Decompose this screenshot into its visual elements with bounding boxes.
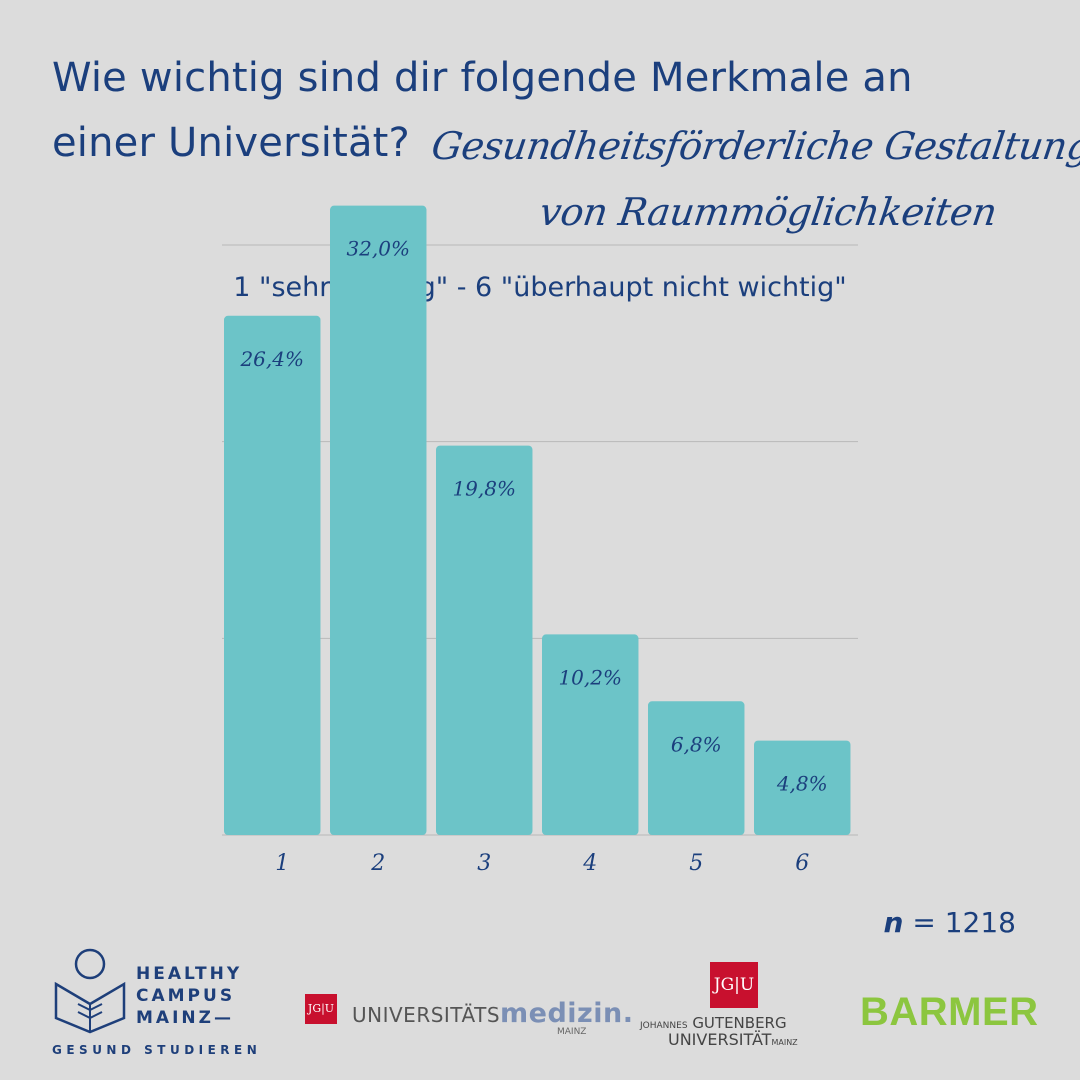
hcm-line-3: MAINZ— [136,1008,234,1028]
bar-1 [224,315,321,835]
chart-grid [222,244,858,836]
value-label-6: 4,8% [776,772,828,796]
jgu-name-1: JOHANNES GUTENBERG [640,1014,787,1032]
bar-6 [754,740,851,835]
value-label-4: 10,2% [558,665,622,689]
x-tick-2: 2 [370,851,385,876]
bar-3 [436,445,533,835]
hcm-line-2: CAMPUS [136,986,236,1006]
value-label-5: 6,8% [671,732,722,756]
barmer-logo: BARMER [860,990,1039,1034]
x-tick-4: 4 [582,851,597,876]
sample-size-value: = 1218 [912,906,1016,939]
um-sub: MAINZ [557,1027,587,1037]
bar-chart: 26,4% 32,0% 19,8% 10,2% 6,8% 4,8% 1 2 3 4 5 6 [222,205,858,876]
value-label-3: 19,8% [452,477,516,501]
value-label-1: 26,4% [239,347,304,371]
bar-2 [330,205,427,835]
x-tick-3: 3 [477,851,491,876]
x-tick-1: 1 [275,851,289,876]
jgu-logo: JG|U [710,962,758,1008]
title-line-1: Wie wichtig sind dir folgende Merkmale a… [52,55,913,101]
bar-4 [542,634,639,835]
jgu-name-2: UNIVERSITÄTMAINZ [668,1030,798,1049]
healthy-campus-text: HEALTHY CAMPUS MAINZ— [136,963,242,1029]
bar-5 [648,701,745,835]
x-tick-5: 5 [689,851,703,876]
healthy-campus-logo-icon [54,948,126,1034]
value-label-2: 32,0% [346,237,410,261]
x-tick-6: 6 [795,851,809,876]
sample-size-var: n [883,906,904,939]
chart-x-ticks: 1 2 3 4 5 6 [275,851,809,876]
title-line-2: einer Universität? [52,120,410,166]
sample-size: n = 1218 [884,906,1016,939]
um-jgu-logo: JG|U [305,994,337,1024]
chart-value-labels: 26,4% 32,0% 19,8% 10,2% 6,8% 4,8% [239,237,827,796]
hcm-tagline: GESUND STUDIEREN [52,1043,262,1057]
chart-bars [224,205,851,835]
um-name: UNIVERSITÄTSmedizin. [352,998,634,1029]
hcm-line-1: HEALTHY [136,964,243,984]
